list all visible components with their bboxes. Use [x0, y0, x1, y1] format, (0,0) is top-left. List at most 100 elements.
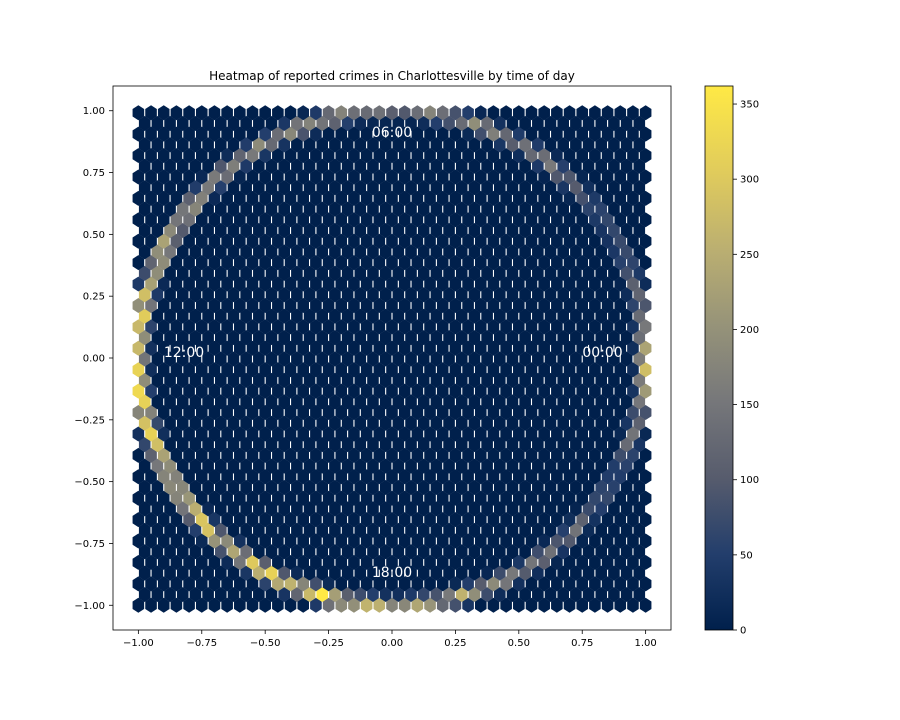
- hex-cell: [557, 437, 569, 453]
- hex-cell: [570, 480, 582, 495]
- hex-cell: [164, 265, 176, 281]
- hex-cell: [183, 490, 195, 506]
- hex-cell: [614, 490, 627, 506]
- hex-cell: [589, 426, 601, 442]
- hex-cell: [145, 533, 157, 549]
- hex-cell: [208, 255, 221, 271]
- hex-cell: [303, 415, 316, 431]
- hex-cell: [430, 158, 443, 174]
- hex-cell: [462, 533, 474, 549]
- hex-cell: [151, 415, 164, 431]
- hex-cell: [532, 180, 544, 196]
- hex-cell: [513, 490, 525, 506]
- hex-cell: [221, 233, 233, 249]
- hex-cell: [189, 223, 202, 239]
- hex-cell: [310, 512, 322, 528]
- hex-cell: [265, 458, 278, 474]
- hex-cell: [443, 201, 455, 217]
- hex-cell: [265, 180, 278, 196]
- hex-cell: [608, 501, 620, 517]
- hex-cell: [411, 469, 424, 485]
- hex-cell: [525, 405, 538, 421]
- hex-cell: [551, 190, 563, 206]
- hex-cell: [595, 522, 608, 538]
- hex-cell: [405, 308, 417, 324]
- hex-cell: [462, 126, 474, 142]
- hex-cell: [316, 394, 329, 410]
- hex-cell: [474, 276, 487, 292]
- hex-cell: [208, 490, 221, 506]
- hex-cell: [272, 533, 284, 549]
- hex-cell: [468, 308, 481, 324]
- hex-cell: [265, 223, 278, 239]
- hex-cell: [265, 244, 278, 260]
- hex-cell: [310, 105, 322, 121]
- hex-cell: [595, 394, 608, 410]
- hex-cell: [487, 340, 500, 356]
- hex-cell: [227, 158, 240, 174]
- hex-cell: [164, 351, 176, 367]
- hex-cell: [208, 190, 221, 206]
- hex-cell: [373, 405, 386, 421]
- hex-cell: [551, 554, 563, 570]
- hex-cell: [468, 351, 481, 367]
- hex-cell: [601, 297, 614, 313]
- hex-cell: [462, 597, 474, 613]
- hex-cell: [608, 587, 620, 603]
- hex-cell: [455, 587, 468, 603]
- hex-cell: [424, 533, 436, 549]
- hex-cell: [272, 340, 284, 356]
- hex-cell: [189, 522, 202, 538]
- hex-cell: [297, 554, 310, 570]
- hex-cell: [176, 394, 189, 410]
- hex-cell: [329, 287, 341, 303]
- hex-cell: [367, 158, 379, 174]
- hex-cell: [183, 276, 195, 292]
- hex-cell: [373, 490, 386, 506]
- hex-cell: [234, 469, 246, 485]
- hex-cell: [443, 115, 455, 131]
- hex-cell: [221, 533, 233, 549]
- hex-cell: [215, 522, 227, 538]
- hex-cell: [246, 297, 259, 313]
- hex-cell: [487, 576, 500, 592]
- hex-cell: [627, 383, 639, 399]
- hex-cell: [164, 415, 176, 431]
- hex-cell: [443, 180, 455, 196]
- hex-cell: [519, 308, 531, 324]
- hex-cell: [614, 233, 627, 249]
- hex-cell: [417, 394, 430, 410]
- hex-cell: [582, 180, 595, 196]
- hex-cell: [221, 105, 233, 121]
- hex-cell: [227, 115, 240, 131]
- hex-cell: [151, 351, 164, 367]
- hex-cell: [310, 405, 322, 421]
- hex-cell: [240, 544, 252, 560]
- hex-cell: [278, 544, 290, 560]
- hex-cell: [132, 426, 145, 442]
- hex-cell: [614, 212, 627, 228]
- hex-cell: [424, 597, 436, 613]
- hex-cell: [576, 212, 589, 228]
- hex-cell: [538, 233, 550, 249]
- hex-cell: [246, 447, 259, 463]
- hex-cell: [322, 576, 335, 592]
- hex-cell: [195, 533, 208, 549]
- hex-cell: [234, 148, 246, 164]
- hex-cell: [455, 565, 468, 581]
- hex-cell: [557, 458, 569, 474]
- hex-cell: [500, 533, 512, 549]
- hex-cell: [430, 565, 443, 581]
- hex-cell: [608, 137, 620, 153]
- hex-cell: [392, 522, 405, 538]
- hex-cell: [513, 319, 525, 335]
- hex-cell: [360, 105, 373, 121]
- hex-cell: [367, 137, 379, 153]
- hex-cell: [246, 490, 259, 506]
- hex-cell: [494, 158, 506, 174]
- hex-cell: [513, 169, 525, 185]
- hex-cell: [354, 372, 367, 388]
- hex-cell: [322, 212, 335, 228]
- hex-cell: [449, 533, 462, 549]
- hex-cell: [246, 469, 259, 485]
